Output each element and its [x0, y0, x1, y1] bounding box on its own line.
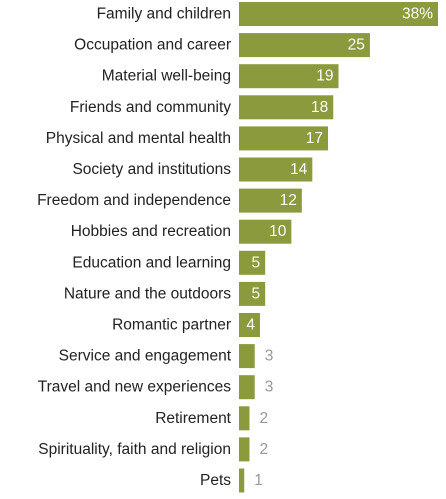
data-label: 3	[265, 348, 274, 365]
category-label: Society and institutions	[72, 161, 231, 178]
data-label: 10	[269, 223, 287, 240]
category-label: Family and children	[97, 6, 231, 23]
data-label: 12	[280, 192, 297, 209]
category-label: Spirituality, faith and religion	[38, 441, 231, 458]
data-label: 25	[348, 37, 365, 54]
category-label: Material well-being	[102, 68, 231, 85]
data-label: 2	[259, 441, 268, 458]
category-label: Occupation and career	[74, 37, 231, 54]
bar	[239, 188, 302, 213]
category-label: Travel and new experiences	[38, 379, 232, 396]
category-label: Friends and community	[70, 99, 231, 116]
category-label: Pets	[200, 472, 231, 489]
category-label: Romantic partner	[112, 317, 231, 334]
category-labels: Family and children Occupation and career…	[37, 6, 232, 490]
category-label: Freedom and independence	[37, 192, 231, 209]
bar	[239, 95, 334, 120]
bar	[239, 64, 339, 89]
bar	[239, 2, 438, 26]
bar	[239, 250, 266, 275]
bar	[239, 375, 255, 400]
bar	[239, 281, 266, 306]
bar	[239, 468, 245, 493]
category-label: Service and engagement	[59, 348, 232, 365]
bar	[239, 219, 292, 244]
data-label: 38%	[402, 6, 433, 23]
category-label: Education and learning	[72, 254, 231, 271]
category-label: Physical and mental health	[46, 130, 231, 147]
bars	[239, 2, 438, 493]
data-label: 17	[306, 130, 323, 147]
category-label: Retirement	[155, 410, 231, 427]
data-label: 2	[259, 410, 268, 427]
data-label: 5	[252, 254, 261, 271]
bar	[239, 406, 250, 431]
bar	[239, 157, 313, 182]
data-label: 14	[290, 161, 308, 178]
category-label: Nature and the outdoors	[64, 285, 231, 302]
data-label: 4	[246, 317, 255, 334]
bar	[239, 33, 370, 58]
bar	[239, 313, 260, 337]
bar	[239, 344, 255, 369]
data-label: 18	[311, 99, 328, 116]
data-label: 5	[252, 285, 261, 302]
data-label: 3	[265, 379, 274, 396]
bar	[239, 437, 250, 462]
data-label: 1	[254, 472, 263, 489]
data-label: 19	[316, 68, 333, 85]
bar	[239, 126, 329, 151]
category-label: Hobbies and recreation	[71, 223, 231, 240]
